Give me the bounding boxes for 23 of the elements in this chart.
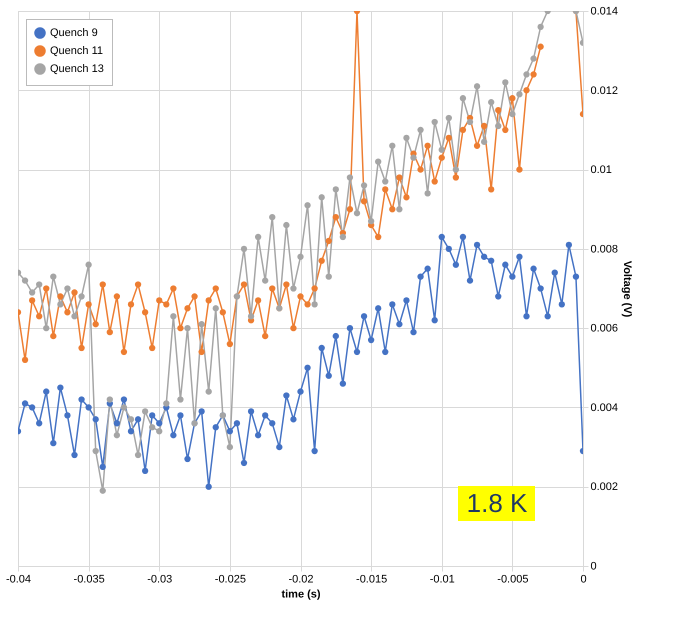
y-tick-label: 0.004 xyxy=(590,402,618,414)
x-tick-label: -0.005 xyxy=(497,574,528,586)
x-tick-label: -0.01 xyxy=(430,574,455,586)
legend-label: Quench 13 xyxy=(50,63,104,75)
x-tick-label: -0.04 xyxy=(6,574,32,586)
x-tick-label: -0.015 xyxy=(356,574,388,586)
x-axis-title: time (s) xyxy=(281,588,321,600)
y-tick-label: 0.01 xyxy=(590,164,612,176)
x-tick-label: -0.02 xyxy=(288,574,314,586)
x-tick-label: -0.03 xyxy=(147,574,172,586)
annotation: 1.8 K xyxy=(466,488,528,518)
legend-label: Quench 9 xyxy=(50,27,98,39)
legend-label: Quench 11 xyxy=(50,45,104,57)
y-tick-label: 0 xyxy=(590,560,597,572)
y-tick-label: 0.014 xyxy=(590,6,618,18)
x-tick-label: -0.025 xyxy=(214,574,246,586)
y-tick-label: 0.012 xyxy=(590,84,618,97)
y-tick-label: 0.006 xyxy=(590,322,618,335)
x-tick-label: 0 xyxy=(580,574,587,586)
y-tick-label: 0.008 xyxy=(590,243,618,256)
y-tick-label: 0.002 xyxy=(590,481,618,494)
y-axis-title: Voltage (V) xyxy=(621,260,634,318)
x-tick-label: -0.035 xyxy=(74,574,105,586)
